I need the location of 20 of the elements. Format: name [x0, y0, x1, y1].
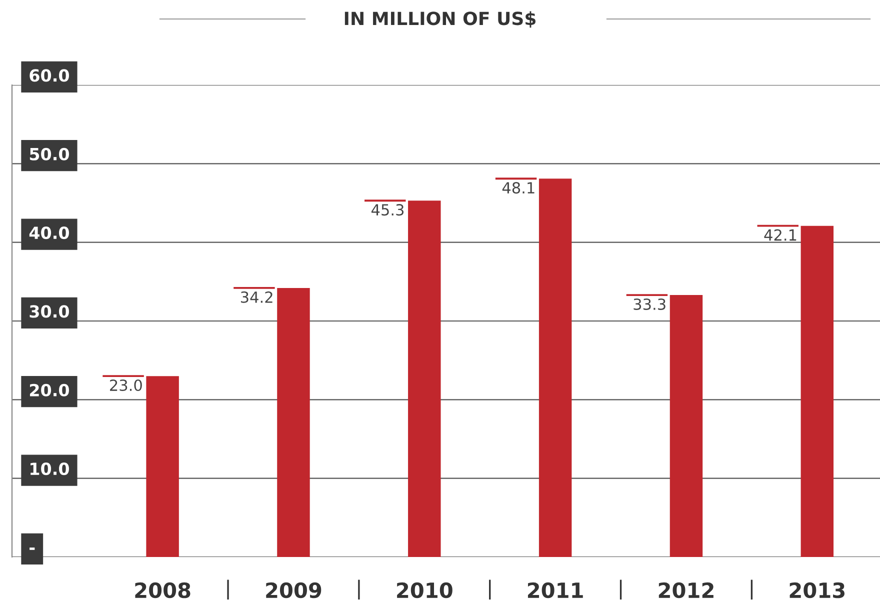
y-tick-label: 60.0 [30, 69, 69, 82]
y-tick-label: 50.0 [30, 148, 69, 160]
data-label: 23.0 [110, 379, 142, 392]
y-tick-label: 20.0 [30, 384, 69, 396]
y-tick-label: - [30, 548, 35, 550]
data-label: 45.3 [371, 204, 404, 216]
x-tick-label: 2010 [397, 582, 452, 598]
data-label: 34.2 [240, 291, 272, 303]
data-label: 42.1 [764, 229, 796, 241]
y-tick-label: 40.0 [29, 226, 69, 240]
x-tick-label: 2009 [266, 582, 322, 598]
y-tick-label: 30.0 [30, 305, 69, 318]
x-tick-label: 2013 [790, 582, 844, 598]
y-tick-label: 10.0 [30, 462, 69, 476]
x-tick-label: 2012 [658, 582, 714, 598]
x-tick-label: 2011 [528, 582, 583, 598]
data-label: 48.1 [502, 182, 534, 194]
data-label: 33.3 [634, 298, 666, 310]
x-tick-label: 2008 [135, 582, 190, 598]
chart-title: IN MILLION OF US$ [344, 11, 536, 28]
